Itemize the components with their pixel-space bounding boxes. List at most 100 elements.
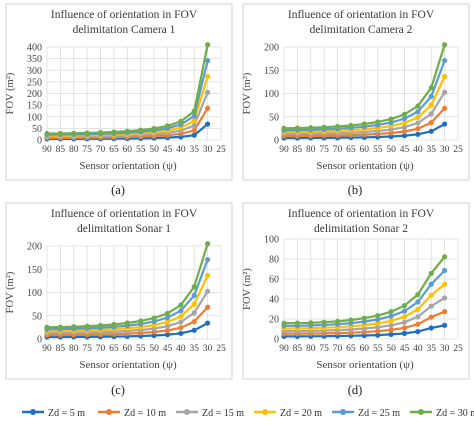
- data-point: [415, 329, 421, 335]
- chart-panel-2: Influence of orientation in FOV delimitat…: [242, 3, 470, 197]
- data-point: [375, 119, 381, 125]
- x-tick-label: 40: [413, 344, 423, 354]
- series-1: [281, 322, 448, 339]
- data-point: [388, 318, 394, 324]
- x-tick-label: 85: [56, 145, 66, 155]
- data-point: [111, 321, 117, 328]
- y-tick-label: 150: [27, 265, 42, 276]
- x-tick-label: 80: [69, 344, 79, 354]
- data-point: [428, 303, 434, 309]
- x-tick-label: 85: [293, 344, 303, 354]
- data-point: [428, 119, 434, 126]
- panel-label: (d): [348, 383, 363, 397]
- gridlines: [46, 46, 222, 141]
- data-point: [191, 301, 197, 307]
- chart-title-line: delimitation Sonar 2: [314, 223, 408, 235]
- x-tick-label: 25: [453, 145, 463, 155]
- y-tick-label: 50: [269, 112, 279, 123]
- data-point: [178, 308, 184, 314]
- chart-title-line: Influence of orientation in FOV: [288, 208, 435, 220]
- data-point: [401, 124, 408, 130]
- x-tick-label: 80: [69, 145, 79, 155]
- data-point: [415, 306, 421, 312]
- legend-label: Zd = 15 m: [202, 408, 244, 419]
- data-point: [428, 85, 434, 91]
- data-point: [164, 327, 171, 334]
- legend-swatch-marker: [418, 409, 424, 415]
- legend-swatch-marker: [340, 409, 346, 415]
- data-point: [348, 317, 354, 323]
- x-tick-label: 75: [82, 145, 92, 155]
- data-point: [164, 332, 171, 338]
- data-point: [415, 292, 421, 298]
- data-point: [388, 116, 394, 122]
- data-point: [178, 313, 184, 320]
- chart-panels: Influence of orientation in FOV delimitat…: [5, 3, 470, 397]
- x-axis-title: Sensor orientation (ψ): [79, 160, 177, 172]
- x-tick-label: 65: [346, 145, 356, 155]
- chart-panel-1: Influence of orientation in FOV delimitat…: [5, 3, 233, 197]
- data-point: [428, 325, 434, 331]
- x-tick-label: 55: [136, 145, 146, 155]
- data-point: [191, 310, 197, 316]
- data-point: [442, 121, 448, 127]
- data-point: [428, 111, 434, 117]
- y-tick-label: 40: [269, 295, 279, 306]
- data-point: [164, 319, 171, 325]
- y-tick-label: 250: [27, 77, 42, 88]
- x-tick-label: 25: [453, 344, 463, 354]
- data-point: [205, 73, 211, 80]
- legend-label: Zd = 30 m: [436, 408, 474, 419]
- data-point: [84, 130, 90, 136]
- x-tick-label: 90: [42, 145, 52, 155]
- y-tick-label: 100: [27, 288, 42, 299]
- legend-entry: Zd = 30 m: [410, 408, 474, 419]
- data-point: [428, 93, 434, 100]
- chart-title-line: Influence of orientation in FOV: [51, 9, 198, 21]
- data-point: [415, 114, 421, 121]
- x-tick-label: 40: [413, 145, 423, 155]
- data-point: [428, 128, 434, 134]
- data-point: [281, 125, 287, 131]
- legend-label: Zd = 10 m: [124, 408, 166, 419]
- y-tick-label: 50: [32, 124, 42, 135]
- series-6: [44, 241, 211, 330]
- x-tick-label: 75: [319, 145, 329, 155]
- data-point: [375, 324, 381, 330]
- data-point: [442, 267, 448, 274]
- chart-title-line: delimitation Sonar 1: [77, 223, 171, 235]
- x-tick-label: 40: [176, 145, 186, 155]
- x-tick-label: 45: [400, 145, 410, 155]
- data-point: [401, 325, 408, 331]
- x-axis-title: Sensor orientation (ψ): [316, 359, 414, 371]
- data-point: [401, 330, 408, 336]
- y-tick-label: 300: [27, 66, 42, 77]
- x-tick-label: 30: [440, 145, 450, 155]
- legend-swatch-marker: [184, 409, 190, 415]
- data-point: [164, 310, 171, 316]
- y-tick-label: 20: [269, 315, 279, 326]
- legend-swatch-marker: [262, 409, 268, 415]
- y-tick-label: 150: [27, 101, 42, 112]
- data-point: [388, 313, 394, 319]
- x-tick-label: 25: [216, 145, 226, 155]
- data-point: [124, 320, 130, 326]
- y-tick-label: 0: [274, 335, 279, 346]
- data-point: [205, 272, 211, 279]
- data-point: [442, 42, 448, 48]
- data-point: [191, 108, 197, 114]
- x-tick-label: 35: [426, 344, 436, 354]
- x-tick-label: 80: [306, 344, 316, 354]
- legend: Zd = 5 m Zd = 10 m Zd = 15 m Zd = 20 m Zd = …: [22, 408, 474, 419]
- data-point: [124, 128, 130, 134]
- x-tick-label: 60: [360, 145, 370, 155]
- data-point: [442, 309, 448, 315]
- chart-title-line: delimitation Camera 1: [73, 24, 176, 36]
- x-tick-label: 85: [56, 344, 66, 354]
- x-tick-label: 70: [333, 344, 343, 354]
- data-point: [151, 315, 157, 321]
- x-tick-label: 40: [176, 344, 186, 354]
- series-6: [281, 42, 448, 131]
- x-tick-label: 75: [82, 344, 92, 354]
- x-tick-label: 45: [163, 344, 173, 354]
